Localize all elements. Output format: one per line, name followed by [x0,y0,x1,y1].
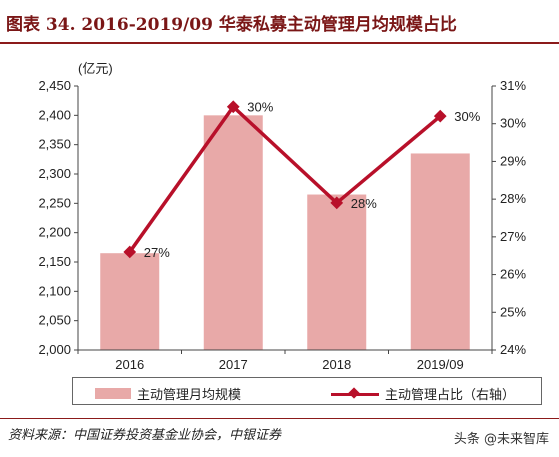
left-tick-label: 2,000 [38,342,71,357]
line-marker [226,100,240,114]
left-tick-label: 2,400 [38,107,71,122]
series-line [128,104,442,253]
left-tick-label: 2,450 [38,78,71,93]
right-tick-label: 30% [500,116,526,131]
x-axis: 2016 2017 2018 2019/09 [77,349,493,372]
right-tick-label: 24% [500,342,526,357]
source-note: 资料来源：中国证券投资基金业协会，中银证券 [8,428,282,443]
left-axis: 2,000 2,050 2,100 2,150 2,200 2,250 2,300 2,350… [38,78,79,357]
watermark-text: 头条 @未来智库 [453,432,549,447]
title-divider [0,42,559,44]
legend-bar-label: 主动管理月均规模 [137,388,242,403]
line-series: 27% 30% 28% 30% [123,100,481,260]
data-label: 28% [351,196,377,211]
line-marker [123,245,137,259]
data-label: 30% [247,100,273,115]
right-tick-label: 27% [500,229,526,244]
left-tick-label: 2,100 [38,283,71,298]
x-tick-label: 2019/09 [417,357,464,372]
chart-canvas: (亿元) 2,000 2,050 2,100 2,150 2,200 2,250 2,300… [38,61,526,372]
data-label: 30% [454,109,480,124]
x-tick-label: 2016 [115,357,144,372]
x-tick-label: 2017 [219,357,248,372]
right-tick-label: 31% [500,78,526,93]
legend-line-label: 主动管理占比（右轴） [385,388,516,403]
right-axis: 24% 25% 26% 27% 28% 29% 30% 31% [491,78,526,357]
x-tick-label: 2018 [322,357,351,372]
line-marker [433,109,447,123]
legend-item-line: 主动管理占比（右轴） [331,384,515,403]
legend-bar-swatch [95,388,131,399]
left-tick-label: 2,200 [38,225,71,240]
right-tick-label: 28% [500,191,526,206]
left-tick-label: 2,300 [38,166,71,181]
legend-line-swatch [331,386,379,400]
source-divider [0,418,559,419]
bar [410,153,470,350]
left-tick-label: 2,350 [38,137,71,152]
watermark: 头条 @未来智库 [454,428,549,447]
legend-item-bar: 主动管理月均规模 [95,384,241,403]
left-tick-label: 2,150 [38,254,71,269]
data-label: 27% [144,245,170,260]
chart-title: 图表 34. 2016-2019/09 华泰私募主动管理月均规模占比 [6,15,457,35]
bar [100,253,160,350]
right-tick-label: 25% [500,304,526,319]
bar [307,194,367,350]
right-tick-label: 26% [500,267,526,282]
left-tick-label: 2,250 [38,195,71,210]
right-tick-label: 29% [500,153,526,168]
bar-series [100,115,470,350]
bar [203,115,263,350]
line-marker [330,196,344,210]
y-axis-unit: (亿元) [78,61,113,76]
legend: 主动管理月均规模 主动管理占比（右轴） [72,377,542,405]
left-tick-label: 2,050 [38,313,71,328]
